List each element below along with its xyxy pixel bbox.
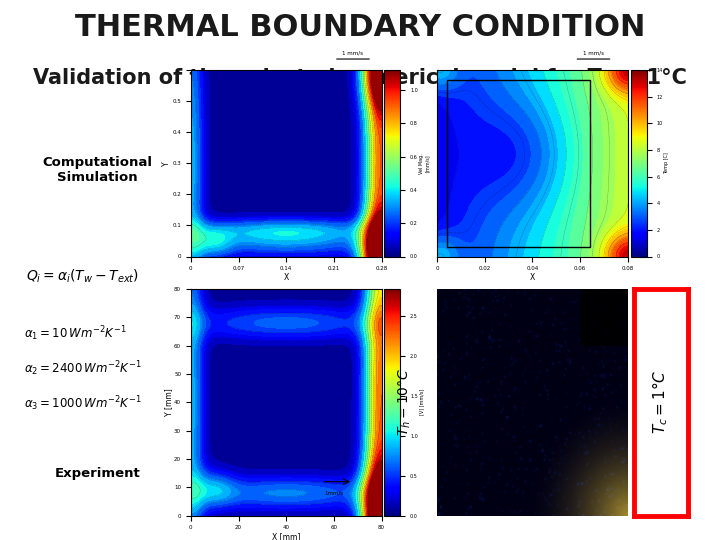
Text: $T_c=1°C$: $T_c=1°C$ xyxy=(651,370,670,435)
Text: THERMAL BOUNDARY CONDITION: THERMAL BOUNDARY CONDITION xyxy=(75,14,645,43)
Text: $\alpha_2 = 2400\,Wm^{-2}K^{-1}$: $\alpha_2 = 2400\,Wm^{-2}K^{-1}$ xyxy=(24,359,142,377)
Text: $\alpha_3 = 1000\,Wm^{-2}K^{-1}$: $\alpha_3 = 1000\,Wm^{-2}K^{-1}$ xyxy=(24,394,142,413)
Text: $T_h=10°C$: $T_h=10°C$ xyxy=(397,368,413,436)
Text: Experiment: Experiment xyxy=(54,468,140,481)
Y-axis label: Vel Mag.
[mm/s]: Vel Mag. [mm/s] xyxy=(419,153,430,174)
Y-axis label: Y [mm]: Y [mm] xyxy=(163,388,173,416)
Y-axis label: [V] [mm/s]: [V] [mm/s] xyxy=(419,389,424,415)
Y-axis label: Y: Y xyxy=(162,161,171,166)
Bar xyxy=(446,79,590,247)
X-axis label: X: X xyxy=(530,273,535,282)
Text: Computational
Simulation: Computational Simulation xyxy=(42,156,152,184)
X-axis label: X [mm]: X [mm] xyxy=(272,532,300,540)
Text: 1mm/s: 1mm/s xyxy=(324,490,343,495)
Text: $\alpha_1 = 10\,Wm^{-2}K^{-1}$: $\alpha_1 = 10\,Wm^{-2}K^{-1}$ xyxy=(24,324,127,342)
Text: 1 mm/s: 1 mm/s xyxy=(583,50,604,55)
X-axis label: X: X xyxy=(284,273,289,282)
Text: 1 mm/s: 1 mm/s xyxy=(343,50,364,55)
Y-axis label: Temp [C]: Temp [C] xyxy=(664,152,669,174)
Text: Validation of the selected numerical model for Tc=+1°C: Validation of the selected numerical mod… xyxy=(33,68,687,88)
Text: $Q_i = \alpha_i\left(T_w - T_{ext}\right)$: $Q_i = \alpha_i\left(T_w - T_{ext}\right… xyxy=(26,267,140,285)
